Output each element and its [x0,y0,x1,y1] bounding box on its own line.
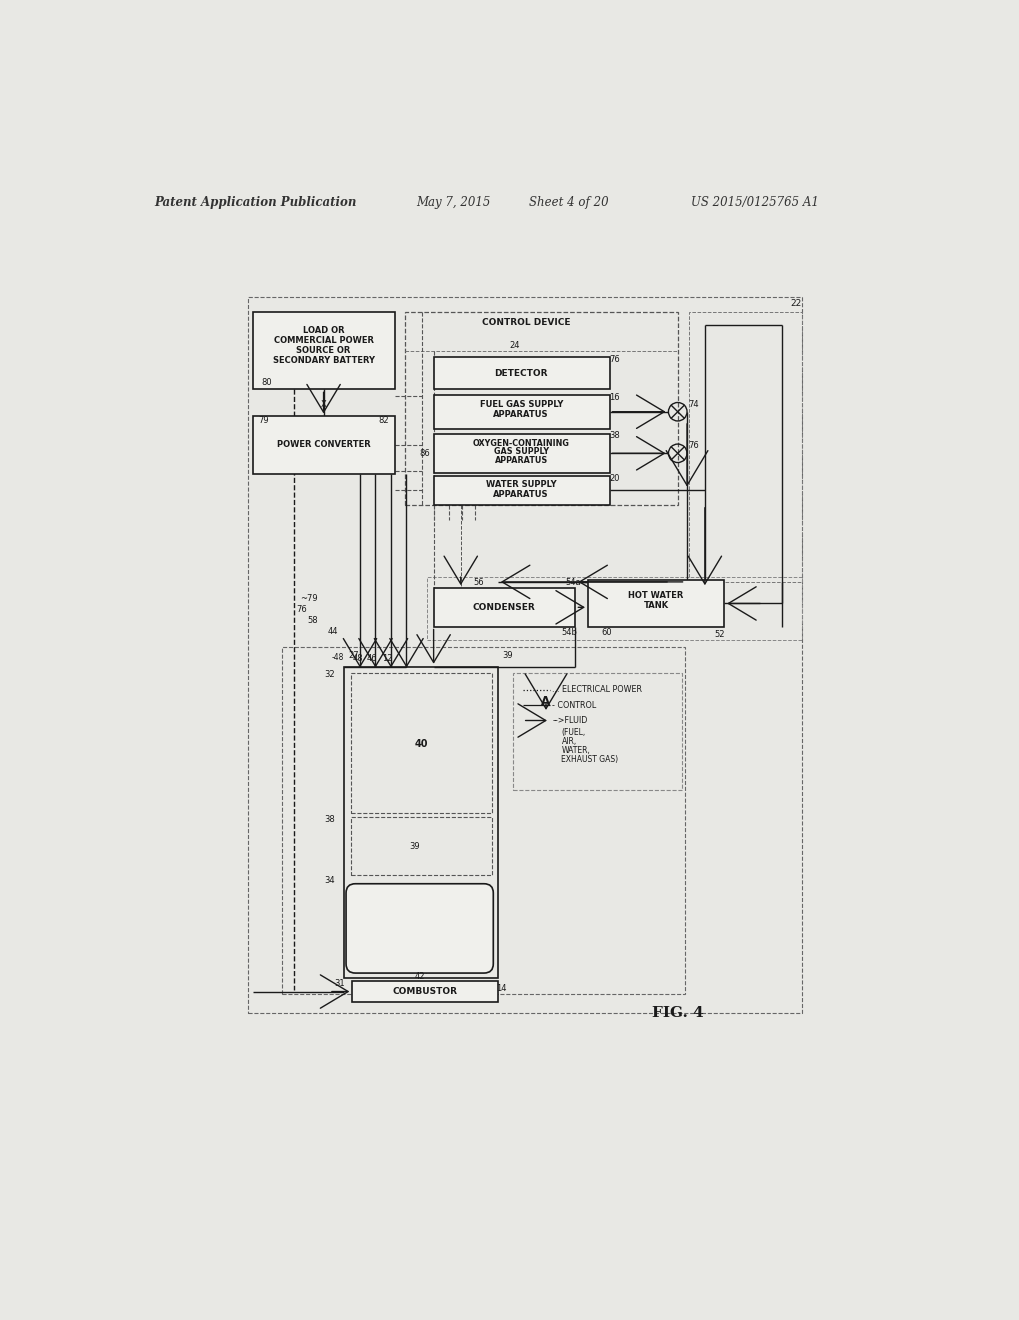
Text: 24: 24 [510,341,520,350]
Bar [433,477,609,506]
Text: A: A [541,694,550,708]
Text: SECONDARY BATTERY: SECONDARY BATTERY [272,356,374,366]
Text: 54a: 54a [565,578,581,587]
Text: 82: 82 [378,416,388,425]
Bar [688,313,801,582]
Text: 79: 79 [258,416,268,425]
Text: 76: 76 [297,605,307,614]
Bar [405,313,677,506]
Text: 38: 38 [608,432,619,440]
Text: 34: 34 [324,876,335,886]
Text: 60: 60 [600,628,611,638]
Text: CONDENSER: CONDENSER [473,603,535,611]
Text: 31: 31 [333,979,344,989]
Bar [351,817,491,875]
Bar [513,673,681,789]
Text: FIG. 4: FIG. 4 [651,1006,703,1020]
Text: COMBUSTOR: COMBUSTOR [392,987,458,997]
Text: 76: 76 [688,441,699,450]
Bar [433,358,609,389]
Text: 39: 39 [501,651,513,660]
Text: OXYGEN-CONTAINING: OXYGEN-CONTAINING [472,438,569,447]
Bar [352,981,497,1002]
Text: FUEL GAS SUPPLY: FUEL GAS SUPPLY [479,400,562,408]
Text: 44: 44 [327,627,337,636]
Text: 80: 80 [262,378,272,387]
Text: -48: -48 [332,653,344,661]
Text: WATER,: WATER, [560,746,590,755]
Text: 58: 58 [307,616,318,624]
Bar [282,647,685,994]
Text: 40: 40 [414,739,428,748]
Text: 38: 38 [324,814,335,824]
Text: 46: 46 [366,655,377,664]
Text: APPARATUS: APPARATUS [493,490,548,499]
Text: GAS SUPPLY: GAS SUPPLY [493,447,548,457]
Text: - CONTROL: - CONTROL [551,701,596,710]
Bar [433,395,609,429]
Bar [426,577,801,640]
Text: ... ELECTRICAL POWER: ... ELECTRICAL POWER [551,685,642,694]
Text: HOT WATER: HOT WATER [628,591,683,601]
Text: ~79: ~79 [300,594,318,603]
Text: 12: 12 [381,655,392,664]
Bar [433,589,575,627]
Text: 76: 76 [608,355,619,364]
Text: 54b: 54b [560,628,577,638]
Text: WATER SUPPLY: WATER SUPPLY [485,480,556,490]
Text: POWER CONVERTER: POWER CONVERTER [276,441,370,449]
Text: 32: 32 [324,669,335,678]
Text: COMMERCIAL POWER: COMMERCIAL POWER [273,337,373,346]
Text: 52: 52 [713,630,725,639]
Text: LOAD OR: LOAD OR [303,326,344,335]
Text: -->FLUID: -->FLUID [551,715,587,725]
Text: X: X [320,400,326,409]
Text: 27: 27 [348,651,359,660]
Text: Sheet 4 of 20: Sheet 4 of 20 [529,195,608,209]
Text: 22: 22 [790,298,801,308]
Text: SOURCE OR: SOURCE OR [297,346,351,355]
Bar [344,667,497,978]
Text: CONTROL DEVICE: CONTROL DEVICE [482,318,571,327]
Text: May 7, 2015: May 7, 2015 [416,195,490,209]
Text: Patent Application Publication: Patent Application Publication [154,195,357,209]
Text: (FUEL,: (FUEL, [560,727,585,737]
Bar [433,434,609,473]
Text: AIR,: AIR, [560,737,576,746]
Text: 48: 48 [352,655,363,664]
Text: 42: 42 [414,972,425,981]
Text: 86: 86 [419,449,429,458]
Text: 20: 20 [608,474,619,483]
FancyBboxPatch shape [345,884,493,973]
Text: US 2015/0125765 A1: US 2015/0125765 A1 [691,195,818,209]
Bar [351,673,491,813]
Text: 56: 56 [473,578,483,587]
Text: 16: 16 [608,392,619,401]
Bar [587,581,723,627]
Text: 74: 74 [688,400,699,408]
Text: 39: 39 [409,842,419,850]
Text: DETECTOR: DETECTOR [494,368,547,378]
Text: TANK: TANK [643,602,668,610]
Bar [253,313,394,389]
Text: APPARATUS: APPARATUS [494,455,547,465]
Bar [253,416,394,474]
Bar [248,297,801,1014]
Text: APPARATUS: APPARATUS [493,409,548,418]
Text: 14: 14 [495,983,505,993]
Text: EXHAUST GAS): EXHAUST GAS) [560,755,618,764]
